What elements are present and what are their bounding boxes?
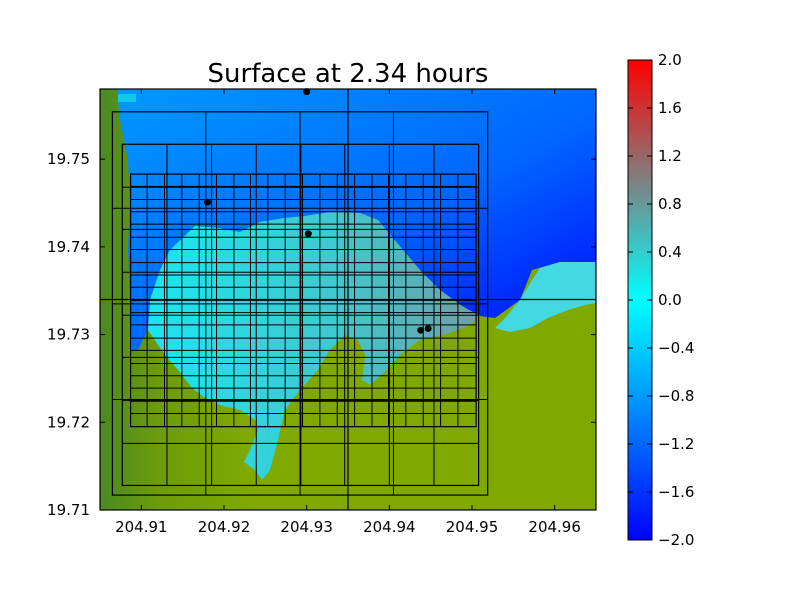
colorbar-tick-label: −0.8 [658,387,694,405]
x-tick-label: 204.94 [363,518,416,536]
colorbar-tick-label: −2.0 [658,531,694,549]
y-tick-label: 19.74 [47,238,90,256]
colorbar-tick-label: 0.8 [658,195,682,213]
east-shallow-region [495,262,596,332]
colorbar-tick-label: −0.4 [658,339,694,357]
plot-frame [99,88,597,511]
y-tick-label: 19.73 [47,326,90,344]
colorbar-tick-label: 1.2 [658,147,682,165]
bay-region [148,212,480,480]
x-tick-label: 204.96 [528,518,581,536]
x-tick-label: 204.91 [115,518,168,536]
gauge-points [203,88,432,334]
grid-patches [100,89,596,510]
x-tick-label: 204.92 [198,518,251,536]
colorbar: 2.0 1.6 1.2 0.8 0.4 0.0 −0.4 −0.8 −1.2 −1.6 −2.0 [627,51,694,549]
colorbar-tick-label: −1.2 [658,435,694,453]
x-tick-label: 204.95 [446,518,499,536]
y-tick-label: 19.71 [47,501,90,519]
colorbar-tick-label: 0.4 [658,243,682,261]
x-tick-label: 204.93 [280,518,333,536]
colorbar-tick-label: 0.0 [658,291,682,309]
gauge-point [203,198,211,206]
chart-title: Surface at 2.34 hours [208,59,489,89]
coast-strip [118,94,136,102]
colorbar-tick-label: 2.0 [658,51,682,69]
y-axis: 19.71 19.72 19.73 19.74 19.75 [47,150,596,519]
colorbar-ticks: 2.0 1.6 1.2 0.8 0.4 0.0 −0.4 −0.8 −1.2 −1.6 −2.0 [628,51,694,549]
y-tick-label: 19.75 [47,150,90,168]
colorbar-tick-label: −1.6 [658,483,694,501]
gauge-point [304,230,312,238]
colorbar-tick-label: 1.6 [658,99,682,117]
gauge-point [417,326,425,334]
x-axis: 204.91 204.92 204.93 204.94 204.95 204.96 [115,89,581,536]
gauge-point [424,324,432,332]
y-tick-label: 19.72 [47,413,90,431]
